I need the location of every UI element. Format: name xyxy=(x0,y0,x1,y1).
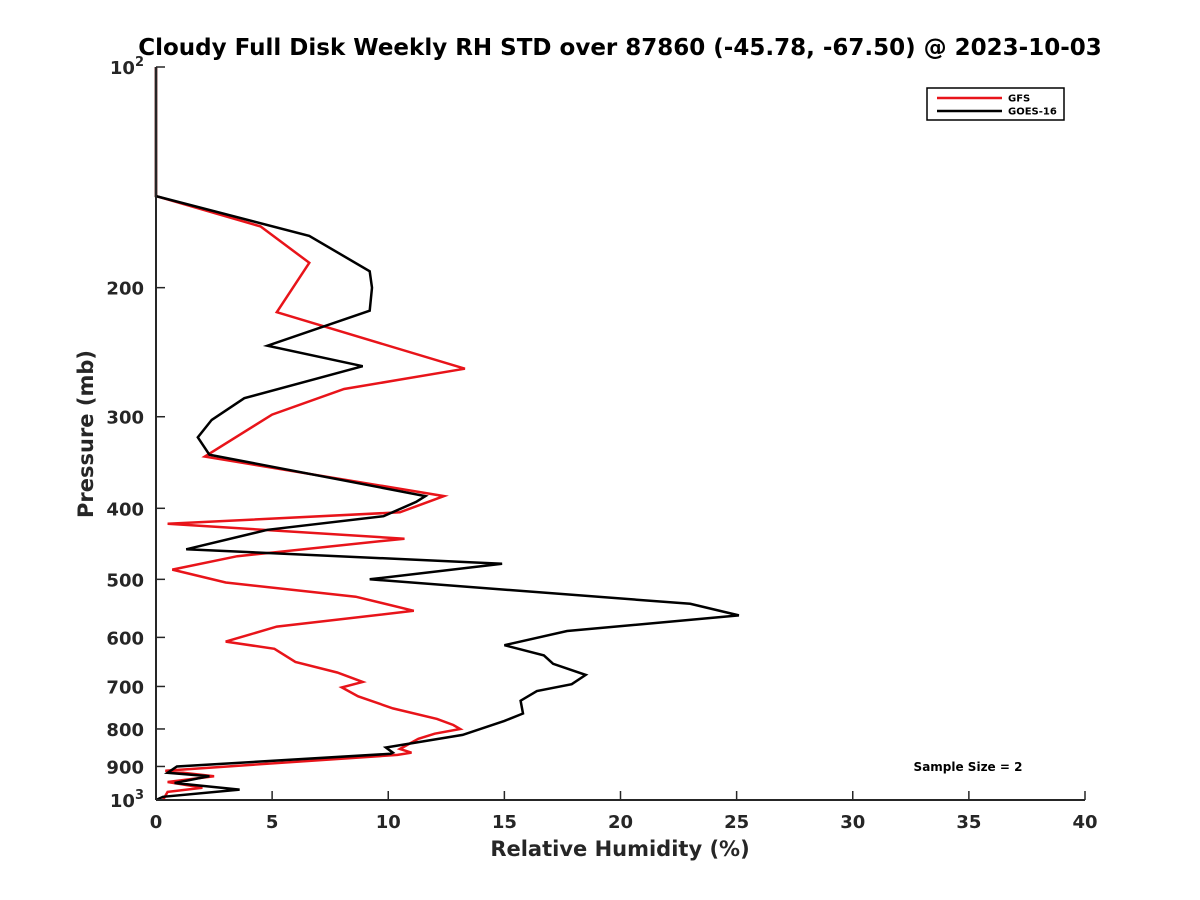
chart-title: Cloudy Full Disk Weekly RH STD over 8786… xyxy=(138,35,1102,61)
legend: GFS GOES-16 xyxy=(926,87,1065,121)
x-tick-label: 15 xyxy=(492,812,517,833)
x-axis-label: Relative Humidity (%) xyxy=(490,837,749,861)
y-tick-label: 600 xyxy=(106,628,144,649)
y-tick-label: 800 xyxy=(106,720,144,741)
y-tick-label: 200 xyxy=(106,279,144,300)
sample-size-annotation: Sample Size = 2 xyxy=(914,760,1023,774)
series-line-gfs xyxy=(154,67,466,801)
series-line-goes16 xyxy=(154,67,740,802)
y-axis-label: Pressure (mb) xyxy=(74,350,98,518)
series-layer xyxy=(154,67,740,802)
y-tick-label: 102 xyxy=(110,55,144,79)
x-tick-label: 10 xyxy=(376,812,401,833)
x-tick-label: 20 xyxy=(608,812,633,833)
y-tick-label: 500 xyxy=(106,570,144,591)
y-tick-label: 400 xyxy=(106,499,144,520)
axes-layer xyxy=(155,67,1085,801)
legend-goes16-label: GOES-16 xyxy=(1008,107,1057,118)
legend-box xyxy=(926,87,1065,121)
x-tick-label: 25 xyxy=(724,812,749,833)
x-tick-label: 30 xyxy=(840,812,865,833)
y-tick-label: 900 xyxy=(106,757,144,778)
y-ticks: 102 200 300 400 500 600 700 800 900 103 xyxy=(106,55,165,812)
y-tick-label: 300 xyxy=(106,408,144,429)
y-tick-label: 700 xyxy=(106,677,144,698)
x-tick-label: 0 xyxy=(150,812,163,833)
x-ticks: 0 5 10 15 20 25 30 35 40 xyxy=(150,791,1098,833)
legend-gfs-label: GFS xyxy=(1008,94,1030,105)
y-tick-label: 103 xyxy=(110,788,144,812)
x-tick-label: 5 xyxy=(266,812,279,833)
x-tick-label: 40 xyxy=(1072,812,1097,833)
x-tick-label: 35 xyxy=(956,812,981,833)
